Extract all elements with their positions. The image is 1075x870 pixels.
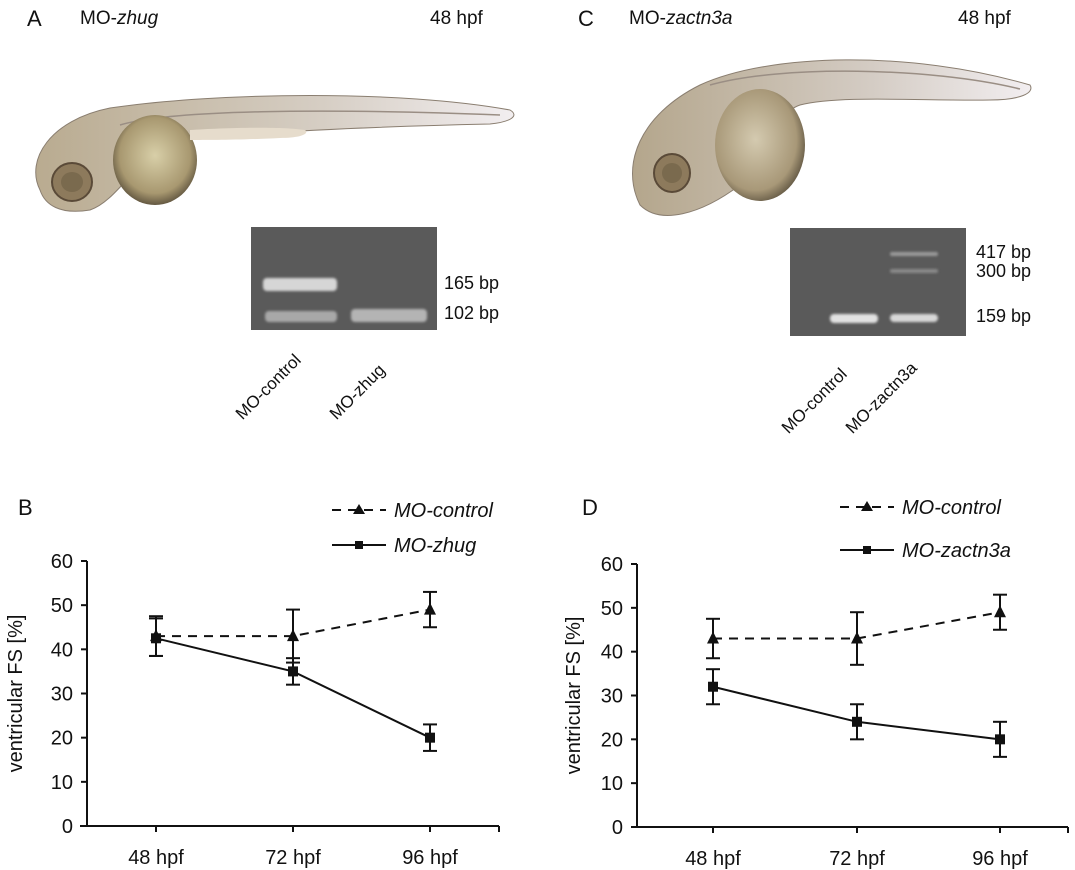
panel-a-title-gene: zhug <box>116 8 159 29</box>
y-tick-label: 0 <box>612 817 623 839</box>
y-tick-label: 30 <box>51 684 73 706</box>
gel-image-zactn3a <box>790 228 966 336</box>
gel-lane-label: MO-control <box>231 350 305 424</box>
panel-letter-a: A <box>27 6 42 31</box>
x-tick-label: 72 hpf <box>829 848 885 870</box>
panel-letter-c: C <box>578 6 594 31</box>
y-tick-label: 60 <box>601 554 623 576</box>
chart-d: 0 10 20 30 40 50 60 48 hpf 72 hpf 96 hpf ventricul… <box>563 497 1069 870</box>
data-point-triangle <box>707 631 719 644</box>
panel-a-title-prefix: MO- <box>80 8 117 29</box>
y-axis-label: ventricular FS [%] <box>5 615 27 773</box>
x-tick-label: 96 hpf <box>402 847 458 869</box>
y-tick-label: 30 <box>601 686 623 708</box>
gel-marker-label: 165 bp <box>444 273 500 293</box>
legend-marker-triangle <box>353 504 365 514</box>
chart-b: 0 10 20 30 40 50 60 48 hpf 72 hpf 96 hpf ventricul… <box>5 500 500 869</box>
x-tick-label: 96 hpf <box>972 848 1028 870</box>
y-tick-label: 20 <box>51 728 73 750</box>
y-tick-label: 10 <box>601 773 623 795</box>
gel-band <box>351 309 427 322</box>
panel-a-title: MO-zhug <box>80 8 158 30</box>
data-point-square <box>425 732 435 743</box>
data-point-triangle <box>994 605 1006 618</box>
data-point-square <box>288 666 298 677</box>
gel-image-zhug <box>251 227 437 330</box>
panel-letter-b: B <box>18 495 33 520</box>
embryo-image-zactn3a <box>632 59 1032 216</box>
gel-lane-label: MO-zhug <box>325 360 389 424</box>
panel-c-stage: 48 hpf <box>958 8 1011 29</box>
gel-marker-label: 417 bp <box>976 242 1032 262</box>
panel-c-title-gene: zactn3a <box>665 8 733 29</box>
gel-lane-label: MO-control <box>777 364 851 438</box>
gel-marker-label: 102 bp <box>444 303 500 323</box>
data-point-triangle <box>851 631 863 644</box>
embryo-image-zhug <box>35 95 515 212</box>
data-point-square <box>708 681 718 692</box>
legend-marker-square <box>863 546 871 554</box>
legend-label: MO-zhug <box>394 535 476 557</box>
gel-band <box>263 278 337 291</box>
gel-lane-label: MO-zactn3a <box>841 358 921 438</box>
data-point-square <box>151 633 161 644</box>
x-tick-label: 48 hpf <box>685 848 741 870</box>
legend-marker-square <box>355 541 363 549</box>
panel-c-title-prefix: MO- <box>629 8 666 29</box>
y-axis-label: ventricular FS [%] <box>563 617 585 775</box>
gel-band <box>890 269 938 273</box>
x-tick-label: 72 hpf <box>265 847 321 869</box>
data-point-triangle <box>287 629 299 642</box>
x-tick-label: 48 hpf <box>128 847 184 869</box>
gel-marker-label: 159 bp <box>976 306 1032 326</box>
gel-marker-label: 300 bp <box>976 261 1032 281</box>
panel-a-stage: 48 hpf <box>430 8 483 29</box>
y-tick-label: 40 <box>601 642 623 664</box>
y-tick-label: 10 <box>51 772 73 794</box>
gel-band <box>890 252 938 256</box>
legend-label: MO-zactn3a <box>902 540 1011 562</box>
legend-label: MO-control <box>394 500 493 522</box>
y-tick-label: 20 <box>601 729 623 751</box>
data-point-square <box>852 716 862 727</box>
gel-band <box>265 311 337 322</box>
y-tick-label: 60 <box>51 551 73 573</box>
legend-label: MO-control <box>902 497 1001 519</box>
gel-band <box>890 314 938 322</box>
data-point-triangle <box>424 602 436 615</box>
y-tick-label: 50 <box>51 595 73 617</box>
y-tick-label: 40 <box>51 639 73 661</box>
y-tick-label: 50 <box>601 598 623 620</box>
data-point-square <box>995 734 1005 745</box>
y-tick-label: 0 <box>62 816 73 838</box>
panel-c-title: MO-zactn3a <box>629 8 732 30</box>
legend-marker-triangle <box>861 501 873 511</box>
gel-band <box>830 314 878 323</box>
panel-letter-d: D <box>582 495 598 520</box>
